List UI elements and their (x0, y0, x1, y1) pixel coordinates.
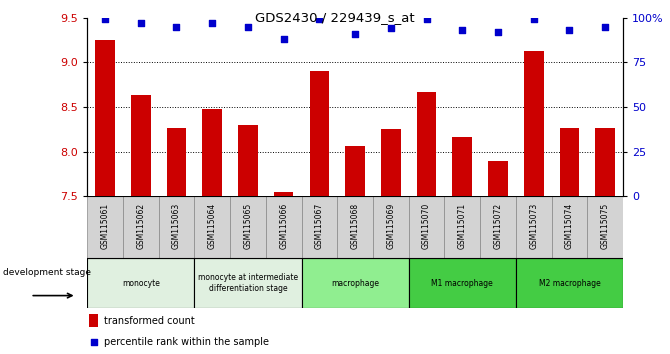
Bar (373, 196, 409, 258)
Point (88, 340, 99, 346)
Bar (266, 196, 302, 258)
Bar (159, 196, 194, 258)
Text: GSM115071: GSM115071 (458, 203, 467, 249)
Point (207, 20, 218, 26)
Point (350, 31, 360, 36)
Bar (302, 196, 337, 258)
Bar (194, 258, 302, 308)
Bar (89, 314, 98, 327)
Bar (95, 40, 115, 196)
Point (492, 29, 503, 35)
Text: percentile rank within the sample: percentile rank within the sample (104, 337, 269, 348)
Bar (337, 196, 373, 258)
Text: GSM115073: GSM115073 (529, 203, 538, 249)
Bar (516, 196, 551, 258)
Point (421, 17, 432, 22)
Text: GSM115064: GSM115064 (208, 203, 216, 249)
Point (171, 24, 182, 29)
Point (564, 27, 575, 33)
Bar (238, 125, 258, 196)
Text: GSM115074: GSM115074 (565, 203, 574, 249)
Text: GSM115067: GSM115067 (315, 203, 324, 249)
Text: M2 macrophage: M2 macrophage (539, 279, 600, 288)
Bar (274, 192, 293, 196)
Bar (596, 128, 615, 196)
Bar (588, 196, 623, 258)
Point (385, 25, 396, 31)
Text: GSM115065: GSM115065 (243, 203, 253, 249)
Point (100, 17, 111, 22)
Bar (559, 128, 580, 196)
Text: GSM115072: GSM115072 (494, 203, 502, 249)
Bar (167, 128, 186, 196)
Bar (480, 196, 516, 258)
Bar (87, 196, 123, 258)
Bar (230, 196, 266, 258)
Point (243, 24, 253, 29)
Text: GSM115070: GSM115070 (422, 203, 431, 249)
Text: GSM115069: GSM115069 (387, 203, 395, 249)
Bar (417, 92, 436, 196)
Bar (524, 51, 543, 196)
Text: macrophage: macrophage (331, 279, 379, 288)
Text: GDS2430 / 229439_s_at: GDS2430 / 229439_s_at (255, 11, 415, 24)
Text: transformed count: transformed count (104, 316, 195, 326)
Point (457, 27, 468, 33)
Text: GSM115062: GSM115062 (136, 203, 145, 249)
Bar (123, 196, 159, 258)
Point (600, 24, 610, 29)
Text: development stage: development stage (3, 268, 91, 277)
Text: GSM115061: GSM115061 (100, 203, 109, 249)
Bar (516, 258, 623, 308)
Bar (310, 72, 329, 196)
Point (314, 17, 325, 22)
Text: GSM115075: GSM115075 (601, 203, 610, 249)
Text: GSM115066: GSM115066 (279, 203, 288, 249)
Bar (194, 196, 230, 258)
Text: M1 macrophage: M1 macrophage (431, 279, 493, 288)
Bar (87, 258, 194, 308)
Point (135, 20, 146, 26)
Bar (444, 196, 480, 258)
Bar (202, 109, 222, 196)
Point (529, 17, 539, 22)
Point (278, 36, 289, 42)
Bar (131, 96, 151, 196)
Bar (345, 145, 365, 196)
Text: monocyte at intermediate
differentiation stage: monocyte at intermediate differentiation… (198, 274, 298, 293)
Text: GSM115063: GSM115063 (172, 203, 181, 249)
Bar (302, 258, 409, 308)
Text: GSM115068: GSM115068 (350, 203, 360, 249)
Bar (452, 137, 472, 196)
Text: monocyte: monocyte (122, 279, 159, 288)
Bar (551, 196, 588, 258)
Bar (381, 130, 401, 196)
Bar (409, 258, 516, 308)
Bar (409, 196, 444, 258)
Bar (488, 161, 508, 196)
